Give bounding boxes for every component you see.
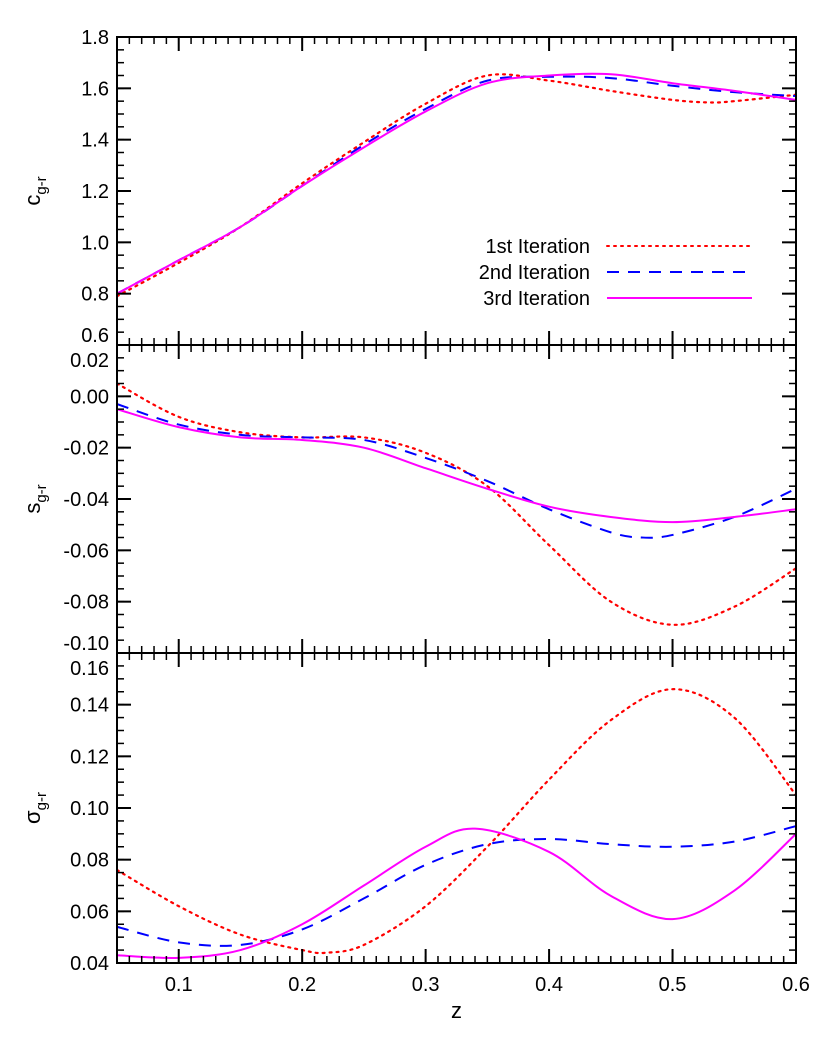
y-tick-label: 0.14 [70,695,109,717]
panel-1: 0.6 0.8 1.0 1.2 1.4 1.6 1.8 cg-r 1st Iteration 2n… [20,27,797,347]
legend: 1st Iteration 2nd Iteration 3rd Iteration [479,236,753,310]
y-tick-label: 0.00 [70,386,109,408]
x-tick-label: 0.4 [535,974,563,996]
y-tick-label: -0.06 [63,540,109,562]
y-tick-label: 0.12 [70,746,109,768]
y-axis-title: cg-r [20,176,50,205]
y-tick-label: -0.08 [63,592,109,614]
x-tick-label: 0.2 [288,974,316,996]
x-tick-label: 0.1 [165,974,193,996]
series-line-1 [117,382,796,626]
y-tick-label: 0.6 [81,325,109,347]
y-tick-label: -0.02 [63,438,109,460]
y-axis-symbol: s [20,503,45,514]
y-tick-label: 0.06 [70,901,109,923]
y-tick-label: 0.04 [70,953,109,975]
series-line-2 [117,825,796,947]
x-axis-title: z [451,998,462,1023]
legend-label: 2nd Iteration [479,262,590,284]
y-axis-subscript: g-r [33,176,50,194]
y-tick-label: -0.10 [63,633,109,655]
y-tick-label: 0.16 [70,658,109,680]
x-tick-label: 0.6 [782,974,810,996]
y-tick-label: 0.08 [70,850,109,872]
series-line-3 [117,72,796,295]
y-tick-label: 0.10 [70,798,109,820]
y-tick-label: 1.8 [81,27,109,49]
y-axis-symbol: c [20,195,45,206]
y-tick-label: -0.04 [63,489,109,511]
y-tick-label: 1.2 [81,181,109,203]
y-tick-label: 1.0 [81,232,109,254]
y-axis-title: σg-r [20,792,50,824]
y-axis-subscript: g-r [33,792,50,810]
legend-label: 3rd Iteration [483,288,590,310]
legend-label: 1st Iteration [485,236,590,258]
series-line-3 [117,827,796,959]
panel-3: 0.04 0.06 0.08 0.10 0.12 0.14 0.16 σg-r 0.1 0.2 0.… [20,652,810,1023]
y-axis-subscript: g-r [33,484,50,502]
series-line-2 [117,75,796,295]
plot-frame [116,344,797,654]
y-tick-label: 0.8 [81,284,109,306]
y-tick-label: 0.02 [70,350,109,372]
x-tick-label: 0.3 [412,974,440,996]
y-axis-title: sg-r [20,484,50,513]
y-axis-symbol: σ [20,810,45,824]
series-line-1 [117,73,796,298]
series-line-3 [117,408,796,524]
series-line-2 [117,403,796,539]
plot-frame [116,652,797,964]
series-line-1 [117,688,796,955]
panel-2: -0.10 -0.08 -0.06 -0.04 -0.02 0.00 0.02 sg-r [20,344,797,655]
x-tick-label: 0.5 [659,974,687,996]
y-tick-label: 1.6 [81,78,109,100]
y-tick-label: 1.4 [81,130,109,152]
